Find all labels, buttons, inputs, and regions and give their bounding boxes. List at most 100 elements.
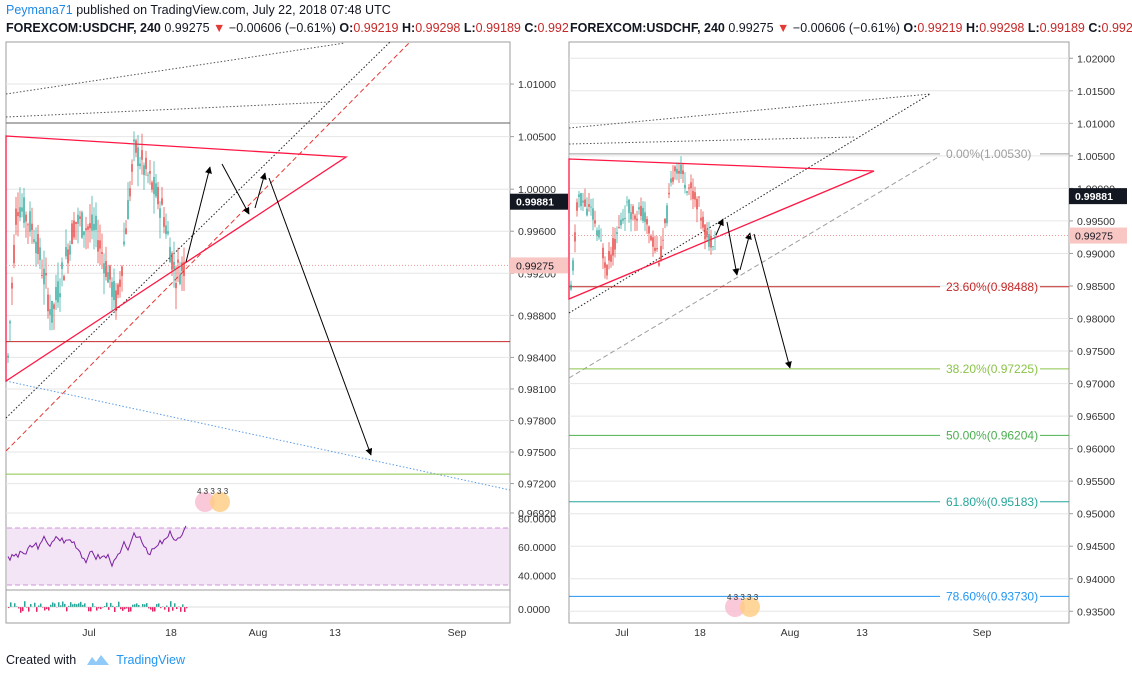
macd-bar [112, 605, 114, 607]
candle-body [65, 247, 67, 257]
price-tick-label: 0.93500 [1077, 606, 1115, 618]
candle-body [642, 207, 644, 221]
candle-body [646, 218, 648, 225]
author-link[interactable]: Peymana71 [6, 3, 73, 17]
macd-bar [124, 607, 126, 610]
candle-body [634, 215, 636, 220]
current-price-tag-text: 0.99275 [1075, 231, 1113, 243]
right-price-axis[interactable]: 1.02000 1.01500 1.01000 1.00500 1.00000 0.995… [569, 53, 1127, 618]
candle-body [139, 163, 141, 167]
left-price-axis[interactable]: 1.01000 1.00500 1.00000 0.99600 0.99200 0.988… [6, 79, 568, 616]
candle-body [666, 205, 668, 224]
candle-body [672, 177, 674, 182]
time-tick-label: Aug [781, 627, 800, 639]
left-blue-dotted-line [5, 380, 511, 491]
candle-body [153, 176, 155, 195]
candle-body [57, 281, 59, 303]
macd-bar [98, 607, 100, 609]
tradingview-logo-icon[interactable] [86, 654, 110, 666]
right-main-target-arrow [753, 233, 792, 369]
time-tick-label: Jul [615, 627, 628, 639]
candle-body [600, 240, 602, 242]
candle-body [121, 266, 123, 277]
candle-body [668, 192, 670, 195]
left-dotted-trend-line [5, 41, 391, 419]
left-drawings [5, 41, 511, 491]
right-time-axis[interactable]: Jul 18 Aug 13 Sep [615, 627, 991, 639]
candle-body [684, 184, 686, 189]
candle-body [61, 262, 63, 269]
candle-body [660, 245, 662, 261]
candle-body [654, 247, 656, 251]
candle-body [85, 228, 87, 231]
candle-body [678, 170, 680, 174]
left-event-badge[interactable]: 4 3 3 3 3 [195, 487, 230, 512]
candle-body [99, 240, 101, 249]
macd-bar [182, 604, 184, 607]
macd-bar [42, 607, 44, 608]
rsi-tick-label: 40.0000 [518, 571, 556, 583]
candle-body [93, 223, 95, 231]
candle-body [45, 273, 47, 276]
candle-body [670, 178, 672, 183]
left-time-axis[interactable]: Jul 18 Aug 13 Sep [82, 627, 466, 639]
candle-body [652, 237, 654, 247]
macd-bar [8, 607, 10, 609]
macd-bar [92, 603, 94, 607]
macd-bar [162, 606, 164, 607]
candle-body [576, 202, 578, 211]
candle-body [712, 246, 714, 247]
candle-body [77, 214, 79, 224]
candle-body [578, 194, 580, 198]
candle-body [29, 211, 31, 232]
candle-body [590, 206, 592, 208]
left-macd-pane[interactable] [5, 589, 511, 624]
candle-body [177, 259, 179, 263]
macd-bar [40, 603, 42, 607]
price-left: 0.99275 [164, 21, 210, 35]
candle-body [169, 247, 171, 263]
macd-bar [102, 607, 104, 608]
last-price-tag [510, 193, 568, 210]
candle-body [25, 214, 27, 222]
candle-body [161, 198, 163, 205]
left-candles [7, 131, 185, 363]
macd-bar [30, 603, 32, 607]
price-tick-label: 0.98400 [518, 352, 556, 364]
right-main-pane[interactable] [568, 41, 1070, 624]
tradingview-link[interactable]: TradingView [116, 653, 185, 667]
candle-body [708, 234, 710, 247]
macd-bar [128, 607, 130, 612]
candle-body [574, 232, 576, 242]
left-macd [6, 601, 510, 613]
candle-body [157, 187, 159, 205]
fib-level-label: 50.00%(0.96204) [946, 428, 1038, 442]
candle-body [107, 272, 109, 283]
candle-body [137, 147, 139, 167]
candle-body [33, 239, 35, 243]
left-main-pane[interactable] [5, 41, 511, 514]
fib-level-label: 38.20%(0.97225) [946, 362, 1038, 376]
candle-body [696, 198, 698, 210]
candle-body [704, 224, 706, 240]
rsi-series [7, 525, 187, 568]
candle-body [584, 199, 586, 207]
candle-body [636, 218, 638, 221]
left-zigzag-up2 [254, 172, 267, 209]
price-tick-label: 0.95500 [1077, 476, 1115, 488]
left-rsi-pane[interactable] [5, 512, 511, 591]
macd-bar [134, 604, 136, 607]
macd-bar [38, 605, 40, 607]
macd-bar [52, 602, 54, 607]
macd-bar [160, 607, 162, 609]
right-zigzag-up2 [739, 232, 752, 271]
right-event-badge[interactable]: 4 3 3 3 3 [725, 593, 760, 617]
macd-bar [166, 605, 168, 607]
last-price-tag [1069, 188, 1127, 205]
candle-body [624, 217, 626, 220]
candle-body [612, 238, 614, 256]
candle-body [163, 217, 165, 227]
fib-level-label: 78.60%(0.93730) [946, 589, 1038, 603]
macd-bar [178, 606, 180, 607]
